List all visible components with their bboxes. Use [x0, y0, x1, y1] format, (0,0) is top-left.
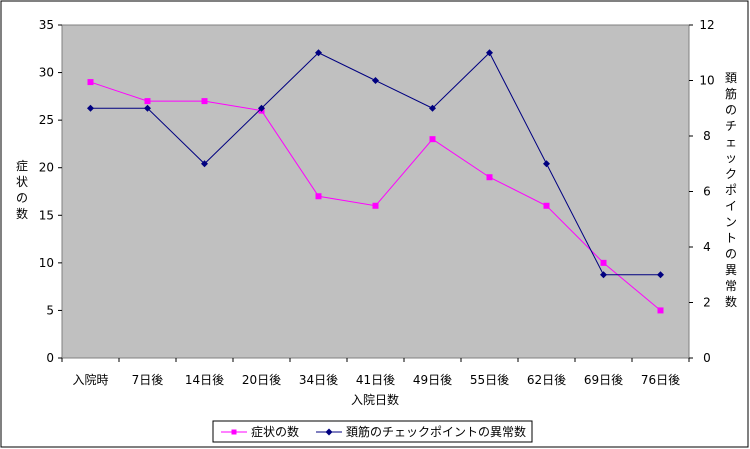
data-point-0 [486, 174, 493, 181]
plot-area [61, 24, 690, 359]
right-tick-label: 8 [703, 129, 711, 143]
data-point-1 [201, 160, 208, 168]
legend-label-neck: 頚筋のチェックポイントの異常数 [346, 424, 526, 439]
right-y-axis-title-char: ト [725, 231, 737, 245]
right-y-axis-title-char: 頚 [725, 71, 737, 85]
left-tick-label: 5 [46, 303, 54, 317]
x-tick-label: 34日後 [299, 373, 338, 387]
data-point-0 [315, 193, 322, 200]
data-point-0 [87, 79, 94, 86]
data-point-1 [486, 49, 493, 57]
data-point-1 [543, 160, 550, 168]
x-tick-label: 76日後 [641, 373, 680, 387]
left-tick-label: 25 [39, 113, 54, 127]
right-y-axis-title-char: 常 [725, 279, 737, 293]
data-point-1 [87, 104, 94, 112]
left-y-axis-title-char: 症 [16, 158, 28, 173]
x-axis: 入院時 7日後 14日後 20日後 34日後 41日後 49日後 55日後 62日後 69日後 76… [61, 358, 690, 387]
right-tick-label: 10 [699, 74, 714, 88]
legend-label-symptoms: 症状の数 [251, 424, 299, 439]
x-axis-title: 入院日数 [351, 392, 399, 407]
left-y-axis-title-char: 状 [16, 175, 28, 189]
left-y-axis-title: 症状の数 [16, 158, 28, 221]
legend-box [212, 420, 533, 443]
x-tick-label: 69日後 [584, 373, 623, 387]
left-tick-label: 30 [39, 66, 54, 80]
right-tick-label: 6 [703, 185, 711, 199]
left-y-axis: 0 5 10 15 20 25 30 35 [39, 18, 62, 365]
left-tick-label: 15 [39, 208, 54, 222]
data-point-1 [144, 104, 151, 112]
data-point-0 [429, 136, 436, 143]
right-y-axis-title-char: の [725, 103, 737, 117]
series-layer [87, 49, 664, 314]
x-tick-label: 入院時 [72, 373, 108, 387]
left-tick-label: 10 [39, 256, 54, 270]
x-tick-label: 41日後 [356, 373, 395, 387]
x-tick-label: 55日後 [470, 373, 509, 387]
right-tick-label: 4 [703, 240, 711, 254]
legend: 症状の数 頚筋のチェックポイントの異常数 [212, 420, 533, 443]
left-tick-label: 20 [39, 161, 54, 175]
right-y-axis-title-char: の [725, 247, 737, 261]
right-y-axis-title-char: ェ [725, 135, 737, 149]
right-y-axis-title-char: チ [725, 119, 737, 133]
right-y-axis: 0 2 4 6 8 10 12 [689, 18, 715, 365]
data-point-0 [543, 202, 550, 209]
data-point-0 [600, 259, 607, 266]
left-tick-label: 35 [39, 18, 54, 32]
data-point-0 [372, 202, 379, 209]
data-point-0 [657, 307, 664, 314]
right-tick-label: 2 [703, 296, 711, 310]
right-y-axis-title-char: 数 [725, 294, 737, 309]
data-point-0 [144, 98, 151, 105]
right-y-axis-title-char: ク [725, 167, 737, 181]
right-y-axis-title-char: ン [725, 215, 737, 229]
x-tick-label: 62日後 [527, 373, 566, 387]
data-point-0 [201, 98, 208, 105]
x-tick-label: 20日後 [242, 373, 281, 387]
right-y-axis-title-char: ポ [725, 183, 737, 197]
left-tick-label: 0 [46, 351, 54, 365]
data-point-1 [429, 104, 436, 112]
right-tick-label: 0 [703, 351, 711, 365]
data-point-1 [372, 77, 379, 84]
right-y-axis-title-char: 異 [725, 263, 737, 277]
data-point-1 [315, 49, 322, 57]
right-y-axis-title-char: 筋 [725, 86, 737, 101]
left-y-axis-title-char: 数 [16, 206, 28, 221]
data-point-1 [258, 104, 265, 112]
data-point-1 [600, 271, 607, 279]
right-y-axis-title-char: イ [725, 199, 737, 213]
x-tick-label: 7日後 [132, 373, 164, 387]
right-y-axis-title-char: ッ [725, 151, 737, 165]
legend-marker-neck [325, 428, 333, 436]
right-tick-label: 12 [699, 18, 714, 32]
right-y-axis-title: 頚筋のチェックポイントの異常数 [725, 71, 737, 309]
data-point-1 [657, 271, 664, 279]
x-tick-label: 14日後 [185, 373, 224, 387]
x-tick-label: 49日後 [413, 373, 452, 387]
legend-marker-symptoms [231, 429, 237, 435]
left-y-axis-title-char: の [16, 191, 28, 205]
